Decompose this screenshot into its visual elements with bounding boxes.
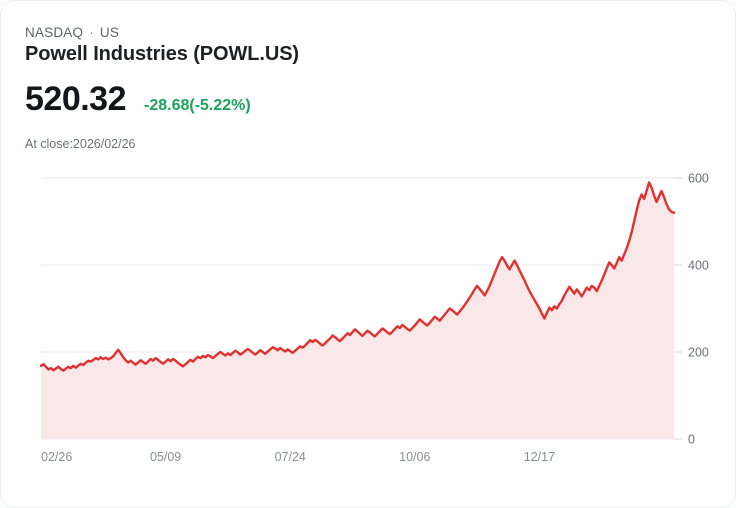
x-axis-tick-label: 10/06 xyxy=(399,450,430,464)
price-change: -28.68(-5.22%) xyxy=(144,97,251,114)
last-price: 520.32 xyxy=(25,80,127,118)
y-axis-tick-label: 0 xyxy=(688,433,695,447)
page-title: Powell Industries (POWL.US) xyxy=(25,43,299,65)
price-chart-svg[interactable]: 0 200 400 600 02/26 05/09 07/24 10/06 12/17 xyxy=(1,161,736,471)
x-axis-tick-label: 05/09 xyxy=(150,450,181,464)
market-status-note: At close:2026/02/26 xyxy=(25,137,136,151)
separator-dot: · xyxy=(89,25,94,40)
x-axis-tick-label: 07/24 xyxy=(275,450,306,464)
x-axis-tick-label: 02/26 xyxy=(41,450,72,464)
y-axis-tick-label: 200 xyxy=(688,346,709,360)
region-label: US xyxy=(99,25,120,40)
y-axis-tick-label: 400 xyxy=(688,259,709,273)
x-axis-labels: 02/26 05/09 07/24 10/06 12/17 xyxy=(41,450,555,464)
exchange-label: NASDAQ xyxy=(25,25,84,40)
exchange-region-row: NASDAQ · US xyxy=(25,25,119,40)
y-axis-tick-label: 600 xyxy=(688,172,709,186)
price-chart[interactable]: 0 200 400 600 02/26 05/09 07/24 10/06 12/17 xyxy=(1,161,736,471)
y-axis-labels: 0 200 400 600 xyxy=(688,172,709,447)
price-line xyxy=(39,181,676,372)
x-axis-tick-label: 12/17 xyxy=(524,450,555,464)
price-area-fill xyxy=(41,182,674,439)
price-row: 520.32 -28.68(-5.22%) xyxy=(25,80,251,119)
